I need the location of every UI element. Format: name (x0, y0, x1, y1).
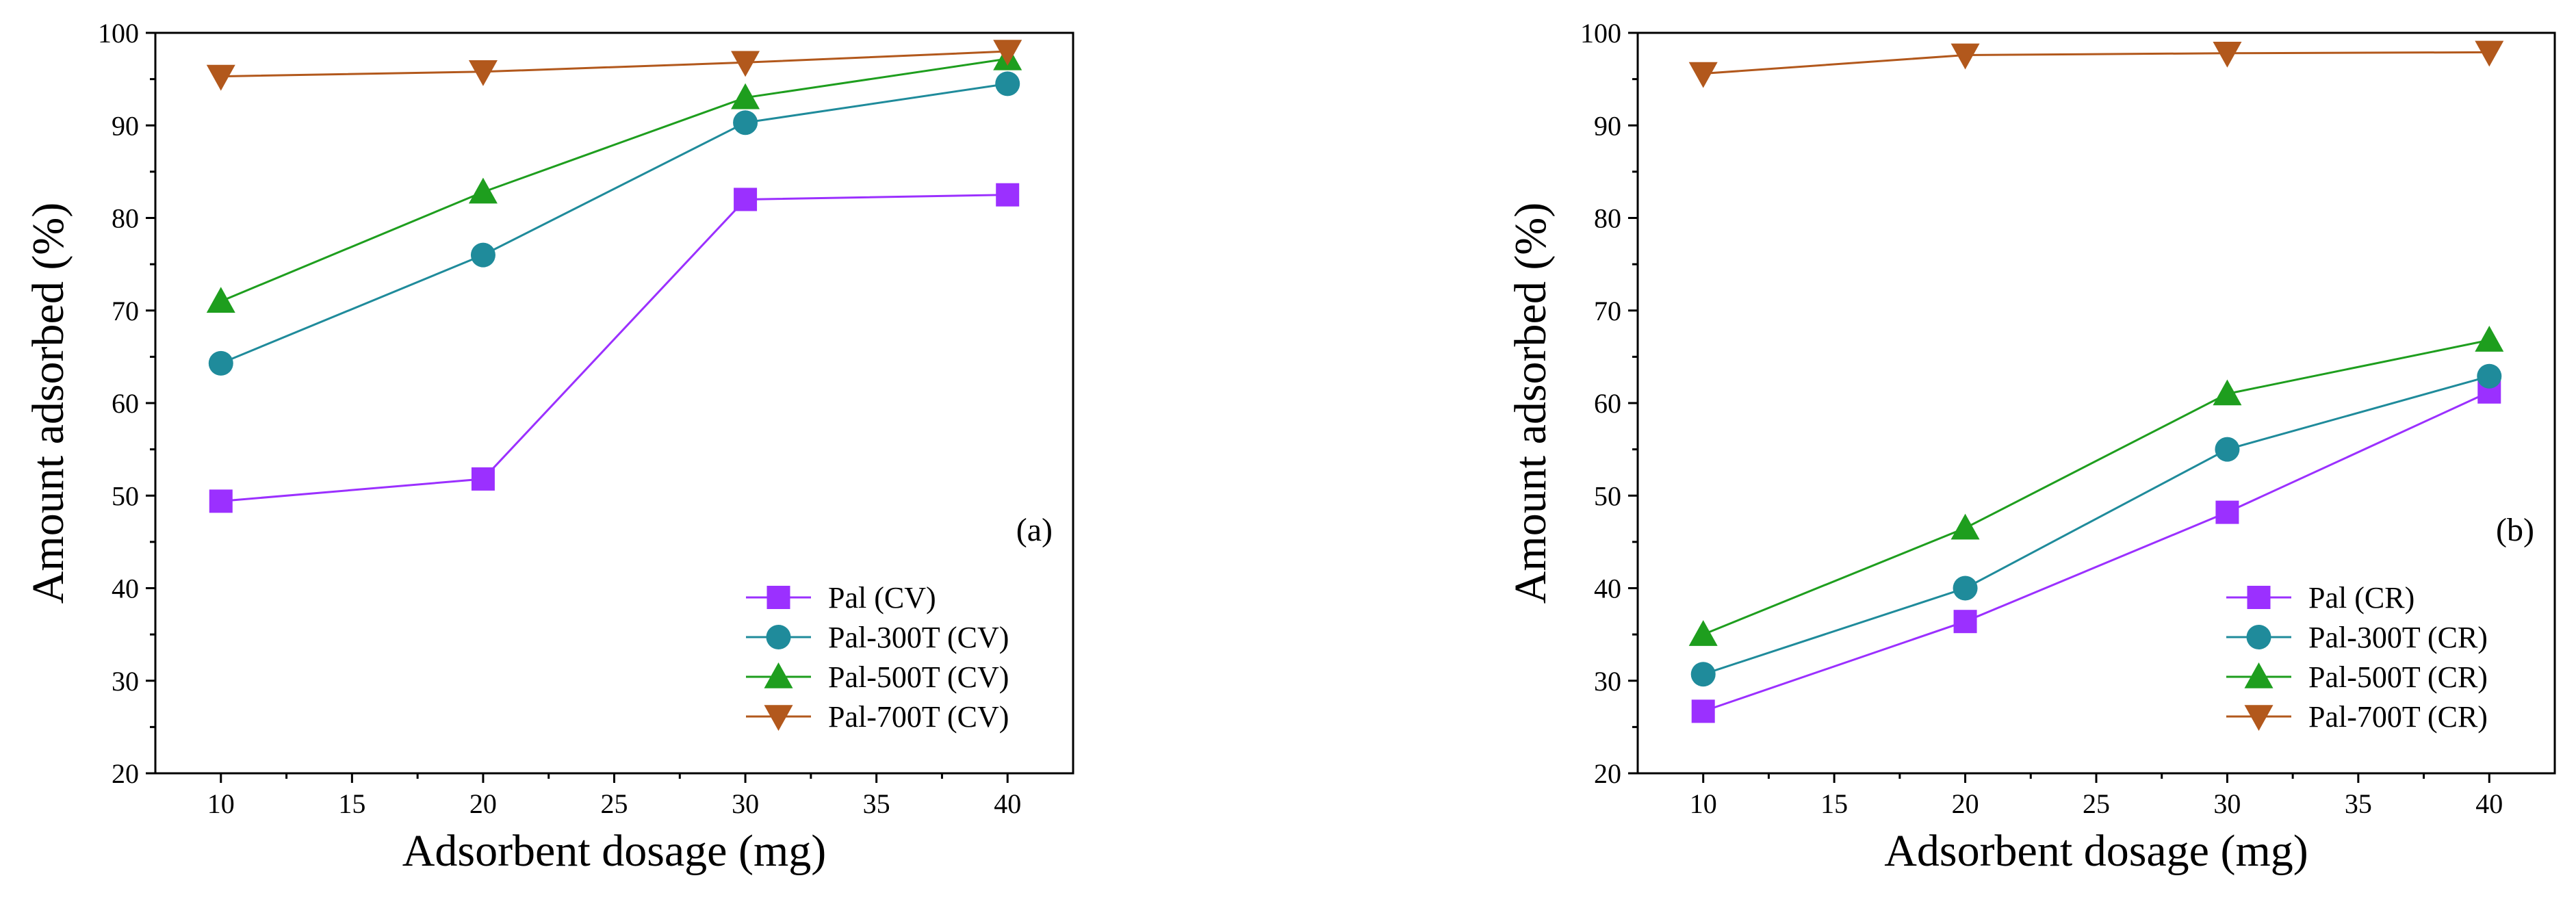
x-tick-label: 20 (1952, 788, 1979, 819)
data-point (471, 467, 495, 491)
legend-label: Pal-700T (CR) (2308, 700, 2488, 734)
y-tick-label: 90 (1594, 110, 1621, 141)
data-point (2475, 326, 2504, 352)
legend-label: Pal-500T (CV) (828, 660, 1009, 694)
x-tick-label: 10 (1690, 788, 1717, 819)
legend-label: Pal (CV) (828, 581, 936, 615)
series-line (220, 57, 1008, 302)
x-tick-label: 15 (1820, 788, 1848, 819)
legend-label: Pal-300T (CV) (828, 621, 1009, 654)
data-point (731, 83, 760, 109)
y-tick-label: 40 (112, 573, 139, 604)
series-line (220, 194, 1008, 502)
data-point (1950, 513, 1980, 540)
data-point (206, 64, 235, 91)
chart-panel-b: 10 15 20 25 30 35 40 20 30 40 50 60 70 80 90 100 Adsorbe… (1506, 18, 2556, 876)
x-tick-label: 15 (338, 788, 365, 819)
y-tick-label: 20 (112, 758, 139, 789)
legend-label: Pal-300T (CR) (2308, 621, 2488, 654)
y-axis-label: Amount adsorbed (%) (23, 203, 73, 604)
y-axis-label: Amount adsorbed (%) (1506, 203, 1556, 604)
x-tick-label: 20 (469, 788, 497, 819)
y-tick-label: 60 (1594, 388, 1621, 419)
x-tick-label: 40 (994, 788, 1021, 819)
data-point (468, 177, 498, 204)
series-line (220, 50, 1008, 78)
data-point (2475, 40, 2504, 67)
data-point (2213, 379, 2242, 406)
y-tick-label: 80 (112, 203, 139, 234)
legend-marker (2246, 625, 2271, 649)
legend-marker (764, 705, 793, 731)
data-point (1953, 610, 1977, 634)
data-point (1688, 620, 1718, 646)
data-point (1690, 662, 1716, 687)
data-point (733, 110, 758, 135)
y-tick-label: 100 (98, 18, 139, 49)
y-tick-label: 50 (112, 480, 139, 511)
series-line (1703, 375, 2490, 675)
y-tick-label: 20 (1594, 758, 1621, 789)
data-point (731, 51, 760, 77)
x-axis-label: Adsorbent dosage (mg) (1884, 826, 2308, 876)
x-tick-label: 35 (2345, 788, 2372, 819)
y-tick-label: 80 (1594, 203, 1621, 234)
data-point (2213, 41, 2242, 68)
y-tick-label: 100 (1580, 18, 1621, 49)
data-point (996, 183, 1020, 207)
data-point (1688, 62, 1718, 88)
panel-label: (a) (1016, 512, 1053, 548)
panel-label: (b) (2496, 512, 2534, 548)
data-point (1950, 43, 1980, 70)
x-tick-label: 25 (2083, 788, 2110, 819)
legend-marker (2244, 662, 2274, 688)
y-tick-label: 30 (1594, 666, 1621, 697)
legend-label: Pal (CR) (2308, 581, 2414, 615)
legend-marker (2247, 586, 2271, 609)
data-point (1953, 576, 1978, 601)
legend-label: Pal-500T (CR) (2308, 660, 2488, 694)
data-point (2215, 500, 2239, 524)
y-tick-label: 90 (112, 110, 139, 141)
series-line (1703, 339, 2490, 636)
data-point (208, 350, 233, 376)
legend-marker (766, 625, 791, 649)
x-tick-label: 10 (207, 788, 235, 819)
data-point (209, 489, 233, 513)
data-point (734, 188, 758, 211)
y-tick-label: 30 (112, 666, 139, 697)
legend-marker (2244, 705, 2274, 731)
y-tick-label: 40 (1594, 573, 1621, 604)
x-tick-label: 30 (2213, 788, 2241, 819)
data-point (468, 60, 498, 86)
y-tick-label: 70 (1594, 296, 1621, 326)
y-tick-label: 50 (1594, 480, 1621, 511)
data-point (470, 242, 495, 268)
x-tick-label: 35 (863, 788, 890, 819)
data-point (1691, 699, 1715, 723)
y-tick-label: 70 (112, 296, 139, 326)
chart-panel-a: 10 15 20 25 30 35 40 20 30 40 50 60 70 80 90 100 Adsorbe… (23, 18, 1074, 876)
data-point (2477, 363, 2502, 389)
y-tick-label: 60 (112, 388, 139, 419)
legend-marker (767, 586, 790, 609)
data-point (2215, 437, 2240, 462)
data-point (206, 287, 235, 313)
data-point (995, 71, 1020, 96)
series-line (1703, 51, 2490, 75)
series-line (220, 82, 1008, 365)
data-point (993, 40, 1022, 66)
legend-marker (764, 662, 793, 688)
x-axis-label: Adsorbent dosage (mg) (402, 826, 827, 876)
legend-label: Pal-700T (CV) (828, 700, 1009, 734)
x-tick-label: 30 (732, 788, 759, 819)
series-line (1703, 391, 2490, 712)
x-tick-label: 25 (601, 788, 628, 819)
x-tick-label: 40 (2475, 788, 2503, 819)
